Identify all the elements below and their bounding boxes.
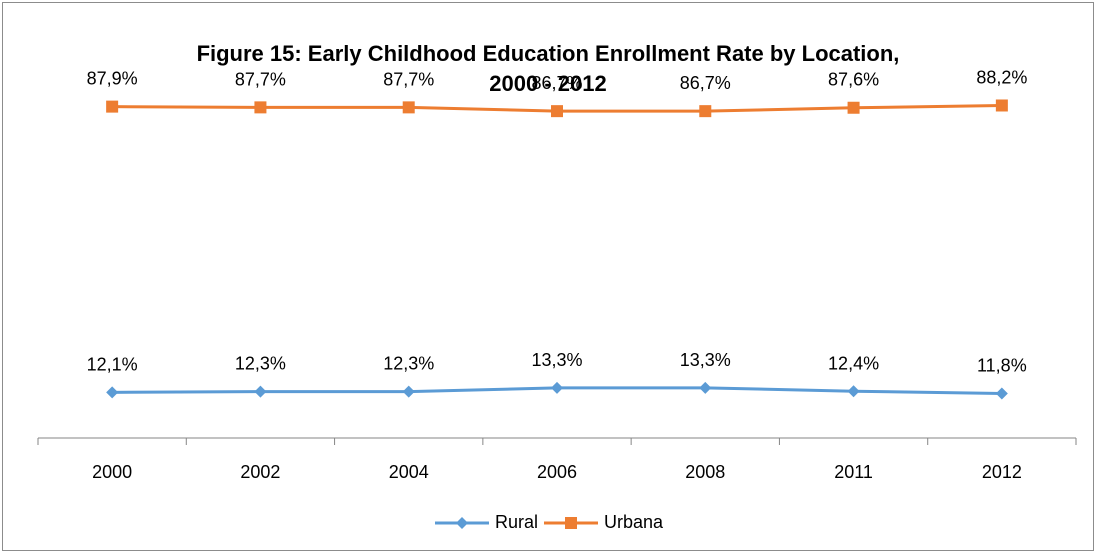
x-tick-label: 2006 [537,462,577,482]
data-label: 11,8% [977,356,1027,376]
legend-swatch-urbana [543,516,598,529]
chart-title-line-1: Figure 15: Early Childhood Education Enr… [196,41,900,66]
data-point-marker [699,381,712,394]
chart-title-line-2: 2000 - 2012 [489,71,607,96]
legend-label: Rural [494,512,538,532]
series-rural: 12,1% 12,3% 12,3% 13,3% 13,3% 12,4% 11,8% [87,350,1027,400]
data-point-marker [254,101,267,114]
data-label: 13,3% [680,350,731,370]
data-point-marker [995,99,1008,112]
data-label: 88,2% [976,67,1027,87]
x-tick-label: 2012 [982,462,1022,482]
data-label: 87,7% [235,69,286,89]
data-label: 87,7% [383,69,434,89]
data-point-marker [699,105,712,118]
legend: Rural Urbana [3,512,1093,536]
data-label: 12,3% [383,354,434,374]
legend-item-rural: Rural [433,512,538,533]
data-point-marker [106,386,119,399]
data-point-marker [995,387,1008,400]
data-point-marker [402,385,415,398]
data-point-marker [551,381,563,394]
x-tick-label: 2000 [92,462,132,482]
data-label: 12,3% [235,354,286,374]
x-tick-label: 2011 [834,462,873,482]
data-label: 13,3% [531,350,582,370]
data-label: 12,1% [87,354,138,374]
data-point-marker [106,100,119,113]
data-label: 86,7% [680,73,731,93]
legend-swatch-rural [434,516,489,529]
data-label: 12,4% [828,353,879,373]
data-point-marker [254,385,267,398]
data-point-marker [847,101,860,114]
data-point-marker [847,385,860,398]
data-label: 86,7% [531,73,582,93]
data-point-marker [402,101,415,114]
data-label: 87,9% [87,69,138,89]
series-urbana: 87,9% 87,7% 87,7% 86,7% 86,7% 87,6% 88,2% [87,67,1027,118]
legend-item-urbana: Urbana [542,512,663,533]
data-label: 87,6% [828,70,879,90]
x-tick-label: 2004 [389,462,429,482]
legend-label: Urbana [603,512,664,532]
data-point-marker [551,105,563,118]
chart-title: Figure 15: Early Childhood Education Enr… [3,39,1093,99]
x-tick-label: 2008 [685,462,725,482]
x-tick-label: 2002 [240,462,280,482]
